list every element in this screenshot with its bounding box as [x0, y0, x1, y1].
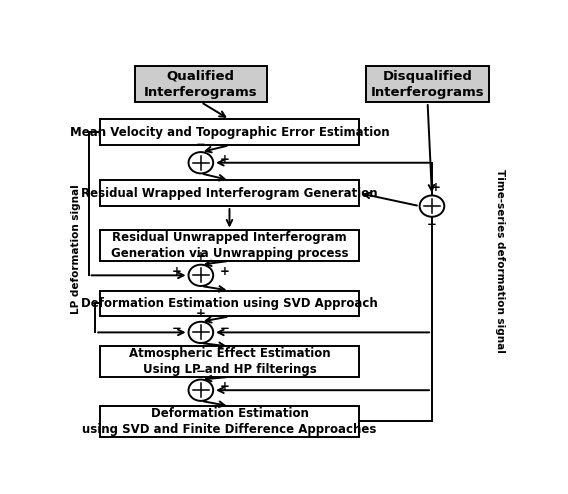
FancyBboxPatch shape — [99, 346, 360, 377]
Text: Deformation Estimation using SVD Approach: Deformation Estimation using SVD Approac… — [81, 297, 378, 310]
FancyBboxPatch shape — [99, 290, 360, 317]
Text: Residual Wrapped Interferogram Generation: Residual Wrapped Interferogram Generatio… — [81, 187, 378, 200]
Text: +: + — [196, 307, 206, 320]
Circle shape — [189, 152, 213, 173]
FancyBboxPatch shape — [135, 66, 267, 102]
Text: −: − — [172, 323, 182, 335]
Text: Deformation Estimation
using SVD and Finite Difference Approaches: Deformation Estimation using SVD and Fin… — [82, 407, 377, 436]
Circle shape — [189, 379, 213, 401]
Text: −: − — [196, 138, 206, 151]
Circle shape — [189, 265, 213, 286]
Text: +: + — [220, 380, 230, 393]
FancyBboxPatch shape — [366, 66, 489, 102]
Circle shape — [189, 322, 213, 343]
Text: +: + — [220, 265, 230, 279]
Text: Time-series deformation signal: Time-series deformation signal — [495, 169, 505, 353]
FancyBboxPatch shape — [99, 120, 360, 145]
Text: Qualified
Interferograms: Qualified Interferograms — [144, 70, 258, 98]
FancyBboxPatch shape — [99, 180, 360, 206]
Circle shape — [420, 196, 444, 217]
Text: −: − — [220, 323, 230, 335]
Text: +: + — [220, 153, 230, 166]
Text: +: + — [172, 265, 182, 279]
Text: Mean Velocity and Topographic Error Estimation: Mean Velocity and Topographic Error Esti… — [70, 126, 389, 139]
Text: Residual Unwrapped Interferogram
Generation via Unwrapping process: Residual Unwrapped Interferogram Generat… — [111, 231, 348, 260]
Text: Atmospheric Effect Estimation
Using LP and HP filterings: Atmospheric Effect Estimation Using LP a… — [129, 347, 330, 376]
Text: +: + — [196, 250, 206, 263]
Text: Disqualified
Interferograms: Disqualified Interferograms — [371, 70, 485, 98]
Text: −: − — [196, 365, 206, 378]
Text: −: − — [427, 218, 437, 231]
Text: LP deformation signal: LP deformation signal — [71, 185, 81, 314]
FancyBboxPatch shape — [99, 406, 360, 437]
Text: +: + — [431, 181, 441, 194]
FancyBboxPatch shape — [99, 230, 360, 261]
